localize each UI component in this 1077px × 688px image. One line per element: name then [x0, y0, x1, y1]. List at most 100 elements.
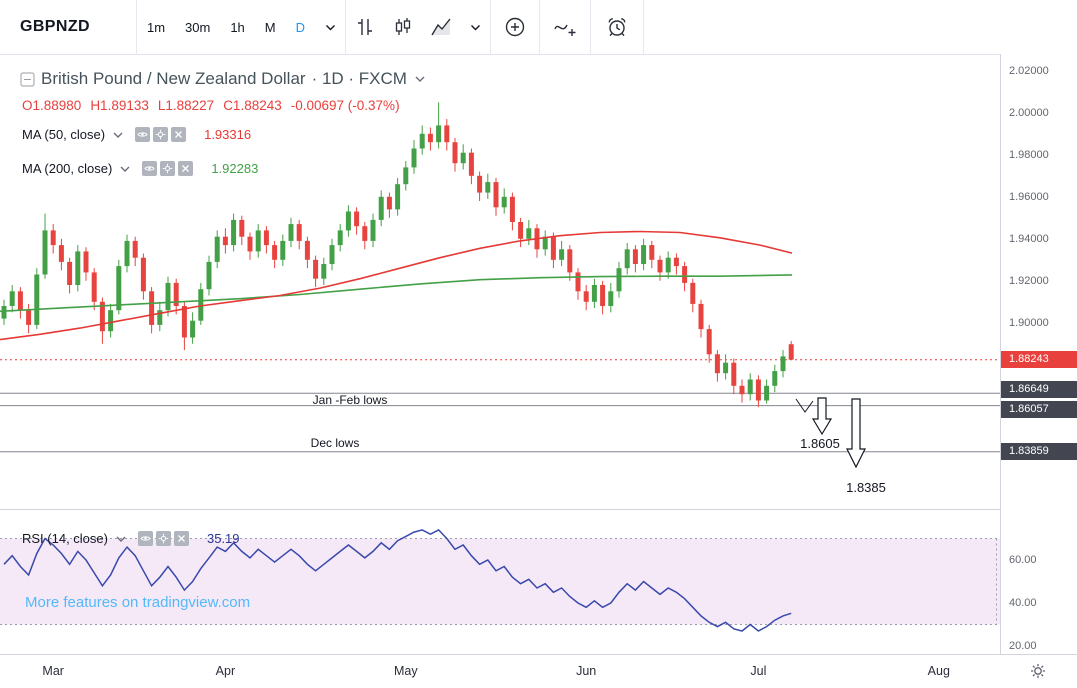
- candle-body: [616, 268, 622, 292]
- candle-body: [411, 148, 417, 168]
- indicator-curve-add-icon[interactable]: [540, 0, 590, 54]
- zigzag-drawing[interactable]: [795, 398, 814, 413]
- candle-body: [436, 125, 442, 143]
- time-axis-month-label: May: [393, 664, 418, 678]
- candle-body: [337, 230, 343, 246]
- time-axis-month-label: Jul: [750, 664, 767, 678]
- candle-body: [559, 249, 565, 260]
- close-icon[interactable]: [171, 127, 187, 142]
- area-chart-style-icon[interactable]: [422, 0, 460, 54]
- chart-title[interactable]: British Pound / New Zealand Dollar: [41, 69, 306, 88]
- down-arrow-drawing[interactable]: [811, 397, 833, 436]
- toolbar-separator: [539, 0, 541, 54]
- candle-body: [181, 306, 187, 338]
- rsi-value: 35.19: [206, 531, 240, 546]
- alert-clock-icon[interactable]: [591, 0, 643, 54]
- chevron-down-icon[interactable]: [415, 76, 425, 82]
- settings-gear-icon[interactable]: [160, 161, 176, 176]
- change-value: -0.00697 (-0.37%): [290, 98, 400, 113]
- price-axis[interactable]: 2.02000 2.00000 1.98000 1.96000 1.94000 1.920…: [1001, 54, 1077, 655]
- candle-body: [739, 385, 745, 395]
- rsi-legend: RSI (14, close) 35.19: [22, 531, 240, 546]
- candle-chart-style-icon[interactable]: [384, 0, 422, 54]
- candle-body: [542, 236, 548, 250]
- chevron-down-icon[interactable]: [120, 166, 130, 172]
- candle-body: [682, 266, 688, 283]
- candle-body: [190, 320, 196, 338]
- candle-body: [67, 261, 73, 285]
- candle-body: [132, 240, 138, 258]
- candle-body: [395, 184, 401, 210]
- settings-gear-icon[interactable]: [153, 127, 169, 142]
- candle-body: [649, 245, 655, 260]
- candle-body: [608, 291, 614, 306]
- eye-icon[interactable]: [135, 127, 151, 142]
- candle-body: [157, 310, 163, 325]
- ma200-label[interactable]: MA (200, close): [22, 161, 113, 176]
- candle-body: [501, 196, 507, 208]
- candle-body: [247, 236, 253, 252]
- interval-menu-chevron-icon[interactable]: [315, 0, 345, 54]
- candle-body: [419, 133, 425, 149]
- candle-body: [764, 385, 770, 401]
- bar-chart-style-icon[interactable]: [346, 0, 384, 54]
- chart-style-menu-chevron-icon[interactable]: [460, 0, 490, 54]
- pane-divider[interactable]: [0, 509, 1077, 510]
- candle-body: [747, 379, 753, 395]
- compare-add-icon[interactable]: [491, 0, 539, 54]
- symbol-button[interactable]: GBPNZD: [20, 18, 90, 35]
- ma50-label[interactable]: MA (50, close): [22, 127, 106, 142]
- candle-body: [329, 245, 335, 264]
- rsi-pane[interactable]: [0, 510, 1000, 655]
- rsi-line: [3, 528, 792, 632]
- candle-body: [755, 379, 761, 401]
- chevron-down-icon[interactable]: [113, 132, 123, 138]
- settings-gear-icon[interactable]: [155, 531, 171, 546]
- sun-icon[interactable]: [1028, 661, 1048, 681]
- ma50-controls: [135, 127, 187, 142]
- time-axis[interactable]: Mar Apr May Jun Jul Aug: [0, 654, 1077, 688]
- candle-body: [83, 251, 89, 273]
- interval-M[interactable]: M: [255, 0, 286, 54]
- candle-body: [116, 266, 122, 311]
- interval-1m[interactable]: 1m: [137, 0, 175, 54]
- eye-icon[interactable]: [137, 531, 153, 546]
- candle-body: [17, 291, 23, 311]
- toolbar-separator: [643, 0, 645, 54]
- candle-body: [99, 301, 105, 332]
- level-annotation-text: Dec lows: [311, 436, 360, 450]
- axis-border: [1000, 54, 1001, 688]
- time-axis-month-label: Aug: [927, 664, 950, 678]
- interval-D[interactable]: D: [286, 0, 315, 54]
- chart-interval-exchange: · 1D · FXCM: [311, 69, 407, 88]
- candle-body: [444, 125, 450, 143]
- candle-body: [452, 142, 458, 164]
- chart-legend[interactable]: British Pound / New Zealand Dollar · 1D …: [20, 69, 425, 89]
- interval-1h[interactable]: 1h: [220, 0, 254, 54]
- candle-body: [706, 329, 712, 355]
- interval-30m[interactable]: 30m: [175, 0, 220, 54]
- close-icon[interactable]: [178, 161, 194, 176]
- price-axis-tick: 1.94000: [1009, 232, 1049, 245]
- ma200-value: 1.92283: [211, 161, 259, 176]
- rsi-label[interactable]: RSI (14, close): [22, 531, 108, 546]
- candle-body: [370, 219, 376, 241]
- candle-body: [108, 310, 114, 332]
- eye-icon[interactable]: [142, 161, 158, 176]
- time-axis-month-label: Mar: [42, 664, 64, 678]
- rsi-controls: [137, 531, 189, 546]
- rsi-axis-tick: 60.00: [1009, 554, 1037, 566]
- candle-body: [362, 226, 368, 241]
- close-icon[interactable]: [173, 531, 189, 546]
- candle-body: [714, 354, 720, 374]
- candle-body: [304, 240, 310, 260]
- down-arrow-drawing[interactable]: [846, 398, 866, 469]
- main-chart-pane[interactable]: Jan -Feb lows Dec lows 1.8605 1.8385: [0, 54, 1000, 510]
- collapse-legend-icon[interactable]: [20, 72, 35, 87]
- candle-body: [75, 251, 81, 285]
- candle-body: [550, 236, 556, 260]
- time-axis-month-label: Apr: [215, 664, 236, 678]
- chevron-down-icon[interactable]: [116, 536, 126, 542]
- toolbar-separator: [490, 0, 492, 54]
- tradingview-link[interactable]: More features on tradingview.com: [25, 594, 251, 611]
